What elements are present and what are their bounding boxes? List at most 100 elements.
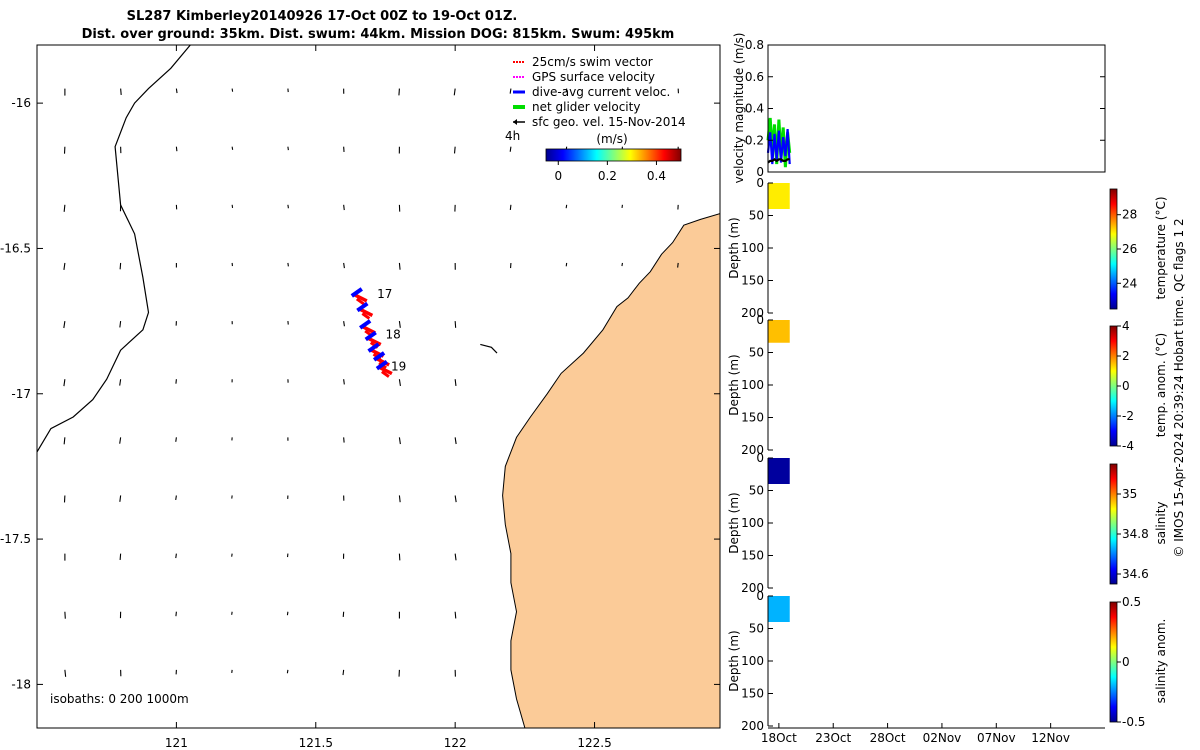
time-axis: 18Oct 23Oct 28Oct 02Nov 07Nov 12Nov — [761, 723, 1105, 745]
x-tick-label: 122 — [444, 736, 467, 750]
surface-vector — [120, 88, 122, 95]
colorbar-tick-label: 0.2 — [598, 169, 617, 183]
legend-item: net glider velocity — [532, 100, 640, 114]
colorbar — [1109, 463, 1118, 585]
map-legend: 25cm/s swim vector GPS surface velocity … — [505, 55, 686, 143]
swim-vector — [361, 312, 371, 320]
surface-vector — [565, 204, 568, 209]
y-tick-label: 0 — [756, 176, 764, 190]
surface-vector — [342, 669, 345, 676]
colorbar — [1109, 188, 1118, 310]
y-tick-label: 0.4 — [745, 102, 764, 116]
depth-panel: 0 50 100 150 200 Depth (m) 35 34.8 34.6 salinity — [727, 451, 1168, 595]
surface-vector — [454, 437, 457, 445]
surface-vector — [454, 379, 457, 386]
y-tick-label: 150 — [741, 549, 764, 563]
y-tick-label: -16.5 — [0, 241, 31, 255]
y-tick-label: 0 — [756, 451, 764, 465]
velocity-series — [767, 157, 790, 164]
swim-vector — [381, 370, 390, 378]
colorbar-tick-label: 34.8 — [1122, 527, 1149, 541]
isobath-line — [37, 45, 191, 453]
glider-track — [350, 287, 393, 378]
current-vector — [350, 287, 363, 298]
depth-panel: 0 50 100 150 200 Depth (m) 4 2 0 -2 -4 temp. anom. … — [727, 313, 1168, 457]
y-tick-label: 150 — [741, 411, 764, 425]
current-vector — [364, 330, 377, 342]
surface-vector — [175, 88, 178, 94]
colorbar-tick-label: 0 — [1122, 379, 1130, 393]
surface-vector — [175, 553, 177, 559]
y-tick-label: 200 — [741, 306, 764, 320]
current-vector — [356, 301, 369, 313]
legend-item: GPS surface velocity — [532, 70, 655, 84]
colorbar-tick-label: 0 — [1122, 655, 1130, 669]
surface-vector — [175, 437, 177, 442]
surface-vector — [454, 553, 457, 561]
surface-vector — [119, 553, 122, 561]
surface-vector — [509, 204, 512, 210]
colorbar-tick-label: 0 — [554, 169, 562, 183]
x-tick-label: 122.5 — [577, 736, 611, 750]
surface-vector — [343, 262, 345, 269]
depth-panel: 0 50 100 150 200 Depth (m) 28 26 24 temperature (… — [727, 176, 1168, 320]
depth-ylabel: Depth (m) — [727, 492, 741, 553]
y-tick-label: -17.5 — [0, 532, 31, 546]
day-label: 17 — [377, 287, 392, 301]
depth-ylabel: Depth (m) — [727, 630, 741, 691]
depth-panel: 0 50 100 150 200 Depth (m) 0.5 0 -0.5 salinity an… — [727, 589, 1168, 733]
x-tick-label: 23Oct — [815, 731, 851, 745]
colorbar-label: temperature (°C) — [1154, 197, 1168, 300]
surface-vector — [343, 379, 345, 385]
y-tick-label: 0 — [756, 165, 764, 179]
x-tick-label: 02Nov — [923, 731, 962, 745]
footer-credit: © IMOS 15-Apr-2024 20:39:24 Hobart time.… — [1172, 218, 1186, 557]
title-line-2: Dist. over ground: 35km. Dist. swum: 44k… — [82, 27, 675, 42]
colorbar-label: (m/s) — [596, 132, 627, 146]
surface-vector — [64, 669, 67, 677]
y-tick-label: 200 — [741, 581, 764, 595]
legend-item: 25cm/s swim vector — [532, 55, 653, 69]
surface-vector — [119, 379, 122, 386]
colorbar — [1109, 601, 1118, 723]
current-vector — [367, 342, 380, 353]
y-tick-label: -17 — [11, 387, 31, 401]
colorbar-tick-label: -2 — [1122, 409, 1134, 423]
title-line-1: SL287 Kimberley20140926 17-Oct 00Z to 19… — [127, 9, 518, 24]
swim-vector — [355, 297, 365, 306]
y-tick-label: 0.8 — [745, 38, 764, 52]
colorbar-label: temp. anom. (°C) — [1154, 333, 1168, 437]
surface-vector — [63, 321, 66, 329]
section-data — [768, 596, 790, 622]
surface-vector — [509, 88, 512, 94]
day-label: 18 — [385, 328, 400, 342]
island — [480, 343, 498, 354]
colorbar — [1109, 325, 1118, 447]
x-tick-label: 07Nov — [977, 731, 1016, 745]
isobaths-label: isobaths: 0 200 1000m — [50, 692, 189, 706]
surface-vector — [453, 88, 456, 96]
surface-vector — [119, 262, 122, 270]
swim-vector — [359, 307, 374, 318]
y-tick-label: 100 — [741, 516, 764, 530]
section-data — [768, 183, 790, 209]
colorbar-tick-label: 0.5 — [1122, 595, 1141, 609]
surface-vector — [63, 379, 66, 387]
y-tick-label: 0.6 — [745, 70, 764, 84]
map-panel: 17 18 19 25cm/s swim vector GPS surface … — [0, 44, 721, 750]
surface-vector — [509, 146, 512, 152]
surface-vector — [343, 204, 345, 211]
y-tick-label: 100 — [741, 241, 764, 255]
y-tick-label: 100 — [741, 654, 764, 668]
colorbar-tick-label: -0.5 — [1122, 715, 1145, 729]
x-tick-label: 121.5 — [299, 736, 333, 750]
map-frame — [36, 44, 721, 729]
colorbar-tick-label: 26 — [1122, 242, 1137, 256]
surface-vector — [175, 146, 178, 152]
y-tick-label: 0.2 — [745, 133, 764, 147]
colorbar-tick-label: 34.6 — [1122, 567, 1149, 581]
y-tick-label: -18 — [11, 677, 31, 691]
surface-vector — [677, 262, 679, 268]
section-data — [768, 458, 790, 484]
